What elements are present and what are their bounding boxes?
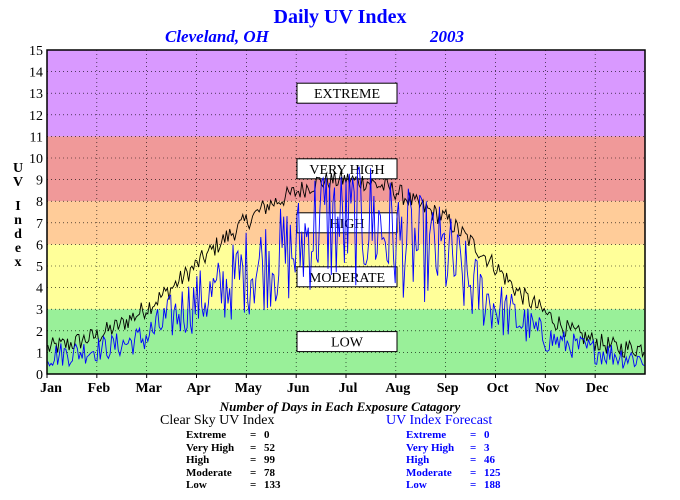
x-tick-label: Feb: [88, 381, 111, 396]
x-tick-label: Sep: [437, 381, 459, 396]
row-value: 46: [484, 454, 495, 466]
chart-year: 2003: [429, 27, 465, 46]
x-tick-label: Nov: [535, 381, 559, 396]
row-label: Low: [406, 479, 427, 491]
y-tick-label: 5: [36, 260, 43, 275]
y-axis-label-char: e: [15, 241, 21, 256]
y-tick-label: 11: [30, 130, 43, 145]
row-value: 3: [484, 441, 490, 454]
band-label-text: EXTREME: [314, 87, 380, 102]
y-tick-label: 7: [36, 217, 43, 232]
table-row: Very High = 52: [186, 442, 281, 455]
table-row: Low = 188: [406, 479, 501, 491]
x-tick-label: Dec: [586, 381, 609, 396]
y-tick-label: 9: [36, 174, 43, 189]
x-tick-label: Jul: [339, 381, 358, 396]
row-value: 78: [264, 466, 275, 479]
band-label-box: [296, 82, 398, 104]
exposure-caption: Number of Days in Each Exposure Catagory: [219, 399, 461, 414]
y-tick-label: 1: [36, 346, 43, 361]
y-tick-label: 12: [29, 109, 43, 124]
table-row: Moderate = 78: [186, 467, 281, 480]
row-label: Very High: [406, 441, 455, 454]
table-row: High = 46: [406, 454, 501, 467]
band-label-text: VERY HIGH: [309, 163, 384, 178]
row-value: 188: [484, 479, 501, 491]
series-lines: [47, 166, 645, 369]
band-label-moderate: MODERATE: [296, 266, 398, 288]
table-row: High = 99: [186, 454, 281, 467]
table-row: Moderate = 125: [406, 466, 501, 479]
y-tick-label: 6: [36, 238, 43, 253]
x-tick-label: Aug: [385, 381, 410, 396]
y-tick-label: 4: [36, 282, 43, 297]
chart-title: Daily UV Index: [274, 6, 407, 28]
row-value: 0: [264, 429, 270, 441]
row-label: High: [186, 454, 210, 466]
y-axis-label-char: I: [15, 199, 20, 214]
y-tick-label: 3: [36, 303, 43, 318]
band-label-very-high: VERY HIGH: [296, 158, 398, 180]
clear-sky-table: Extreme = 0 Very High = 52 High = 99 Moderate =…: [186, 429, 281, 492]
row-label: Moderate: [406, 466, 452, 479]
y-axis-label-char: V: [13, 175, 23, 190]
band-label-box: [296, 266, 398, 288]
y-tick-label: 8: [36, 195, 43, 210]
band-label-text: MODERATE: [309, 271, 385, 286]
y-axis-label-char: d: [14, 227, 22, 242]
table-row: Very High = 3: [406, 442, 501, 455]
row-value: 0: [484, 429, 490, 441]
row-label: High: [406, 454, 430, 466]
row-label: Very High: [186, 441, 235, 454]
y-tick-label: 14: [29, 66, 43, 81]
y-axis-label-char: n: [14, 213, 22, 228]
y-tick-label: 15: [29, 44, 43, 59]
x-tick-label: May: [235, 381, 262, 396]
x-tick-label: Jun: [287, 381, 310, 396]
row-label: Extreme: [406, 429, 447, 441]
row-label: Extreme: [186, 429, 227, 441]
y-axis-label-char: U: [13, 161, 23, 176]
forecast-heading: UV Index Forecast: [386, 413, 493, 428]
row-value: 99: [264, 454, 275, 466]
band-label-text: LOW: [331, 336, 364, 351]
x-tick-label: Apr: [186, 381, 210, 396]
forecast-table: Extreme = 0 Very High = 3 High = 46 Moderate = 1…: [406, 429, 501, 492]
chart-location: Cleveland, OH: [165, 27, 270, 46]
y-axis-label-char: x: [15, 255, 22, 270]
table-row: Extreme = 0: [186, 429, 281, 442]
forecast-stats: UV Index Forecast Extreme = 0 Very High = 3 …: [386, 413, 501, 492]
band-label-low: LOW: [296, 331, 398, 353]
y-tick-label: 2: [36, 325, 43, 340]
table-row: Low = 133: [186, 479, 281, 491]
y-tick-label: 0: [36, 368, 43, 383]
table-row: Extreme = 0: [406, 429, 501, 442]
band-label-box: [296, 331, 398, 353]
y-tick-label: 10: [29, 152, 43, 167]
row-label: Moderate: [186, 466, 232, 479]
band-label-extreme: EXTREME: [296, 82, 398, 104]
row-value: 52: [264, 441, 275, 454]
x-tick-labels: Jan Feb Mar Apr May Jun Jul Aug Sep Oct Nov Dec: [40, 374, 608, 396]
clear-sky-heading: Clear Sky UV Index: [160, 413, 275, 428]
clear-sky-stats: Clear Sky UV Index Extreme = 0 Very High = 5…: [160, 413, 281, 492]
row-label: Low: [186, 479, 207, 491]
x-tick-label: Mar: [135, 381, 161, 396]
row-value: 125: [484, 466, 501, 479]
series-line-forecast: [47, 166, 645, 369]
x-tick-label: Oct: [487, 381, 509, 396]
row-value: 133: [264, 479, 281, 491]
x-tick-label: Jan: [40, 381, 62, 396]
y-tick-label: 13: [29, 87, 43, 102]
